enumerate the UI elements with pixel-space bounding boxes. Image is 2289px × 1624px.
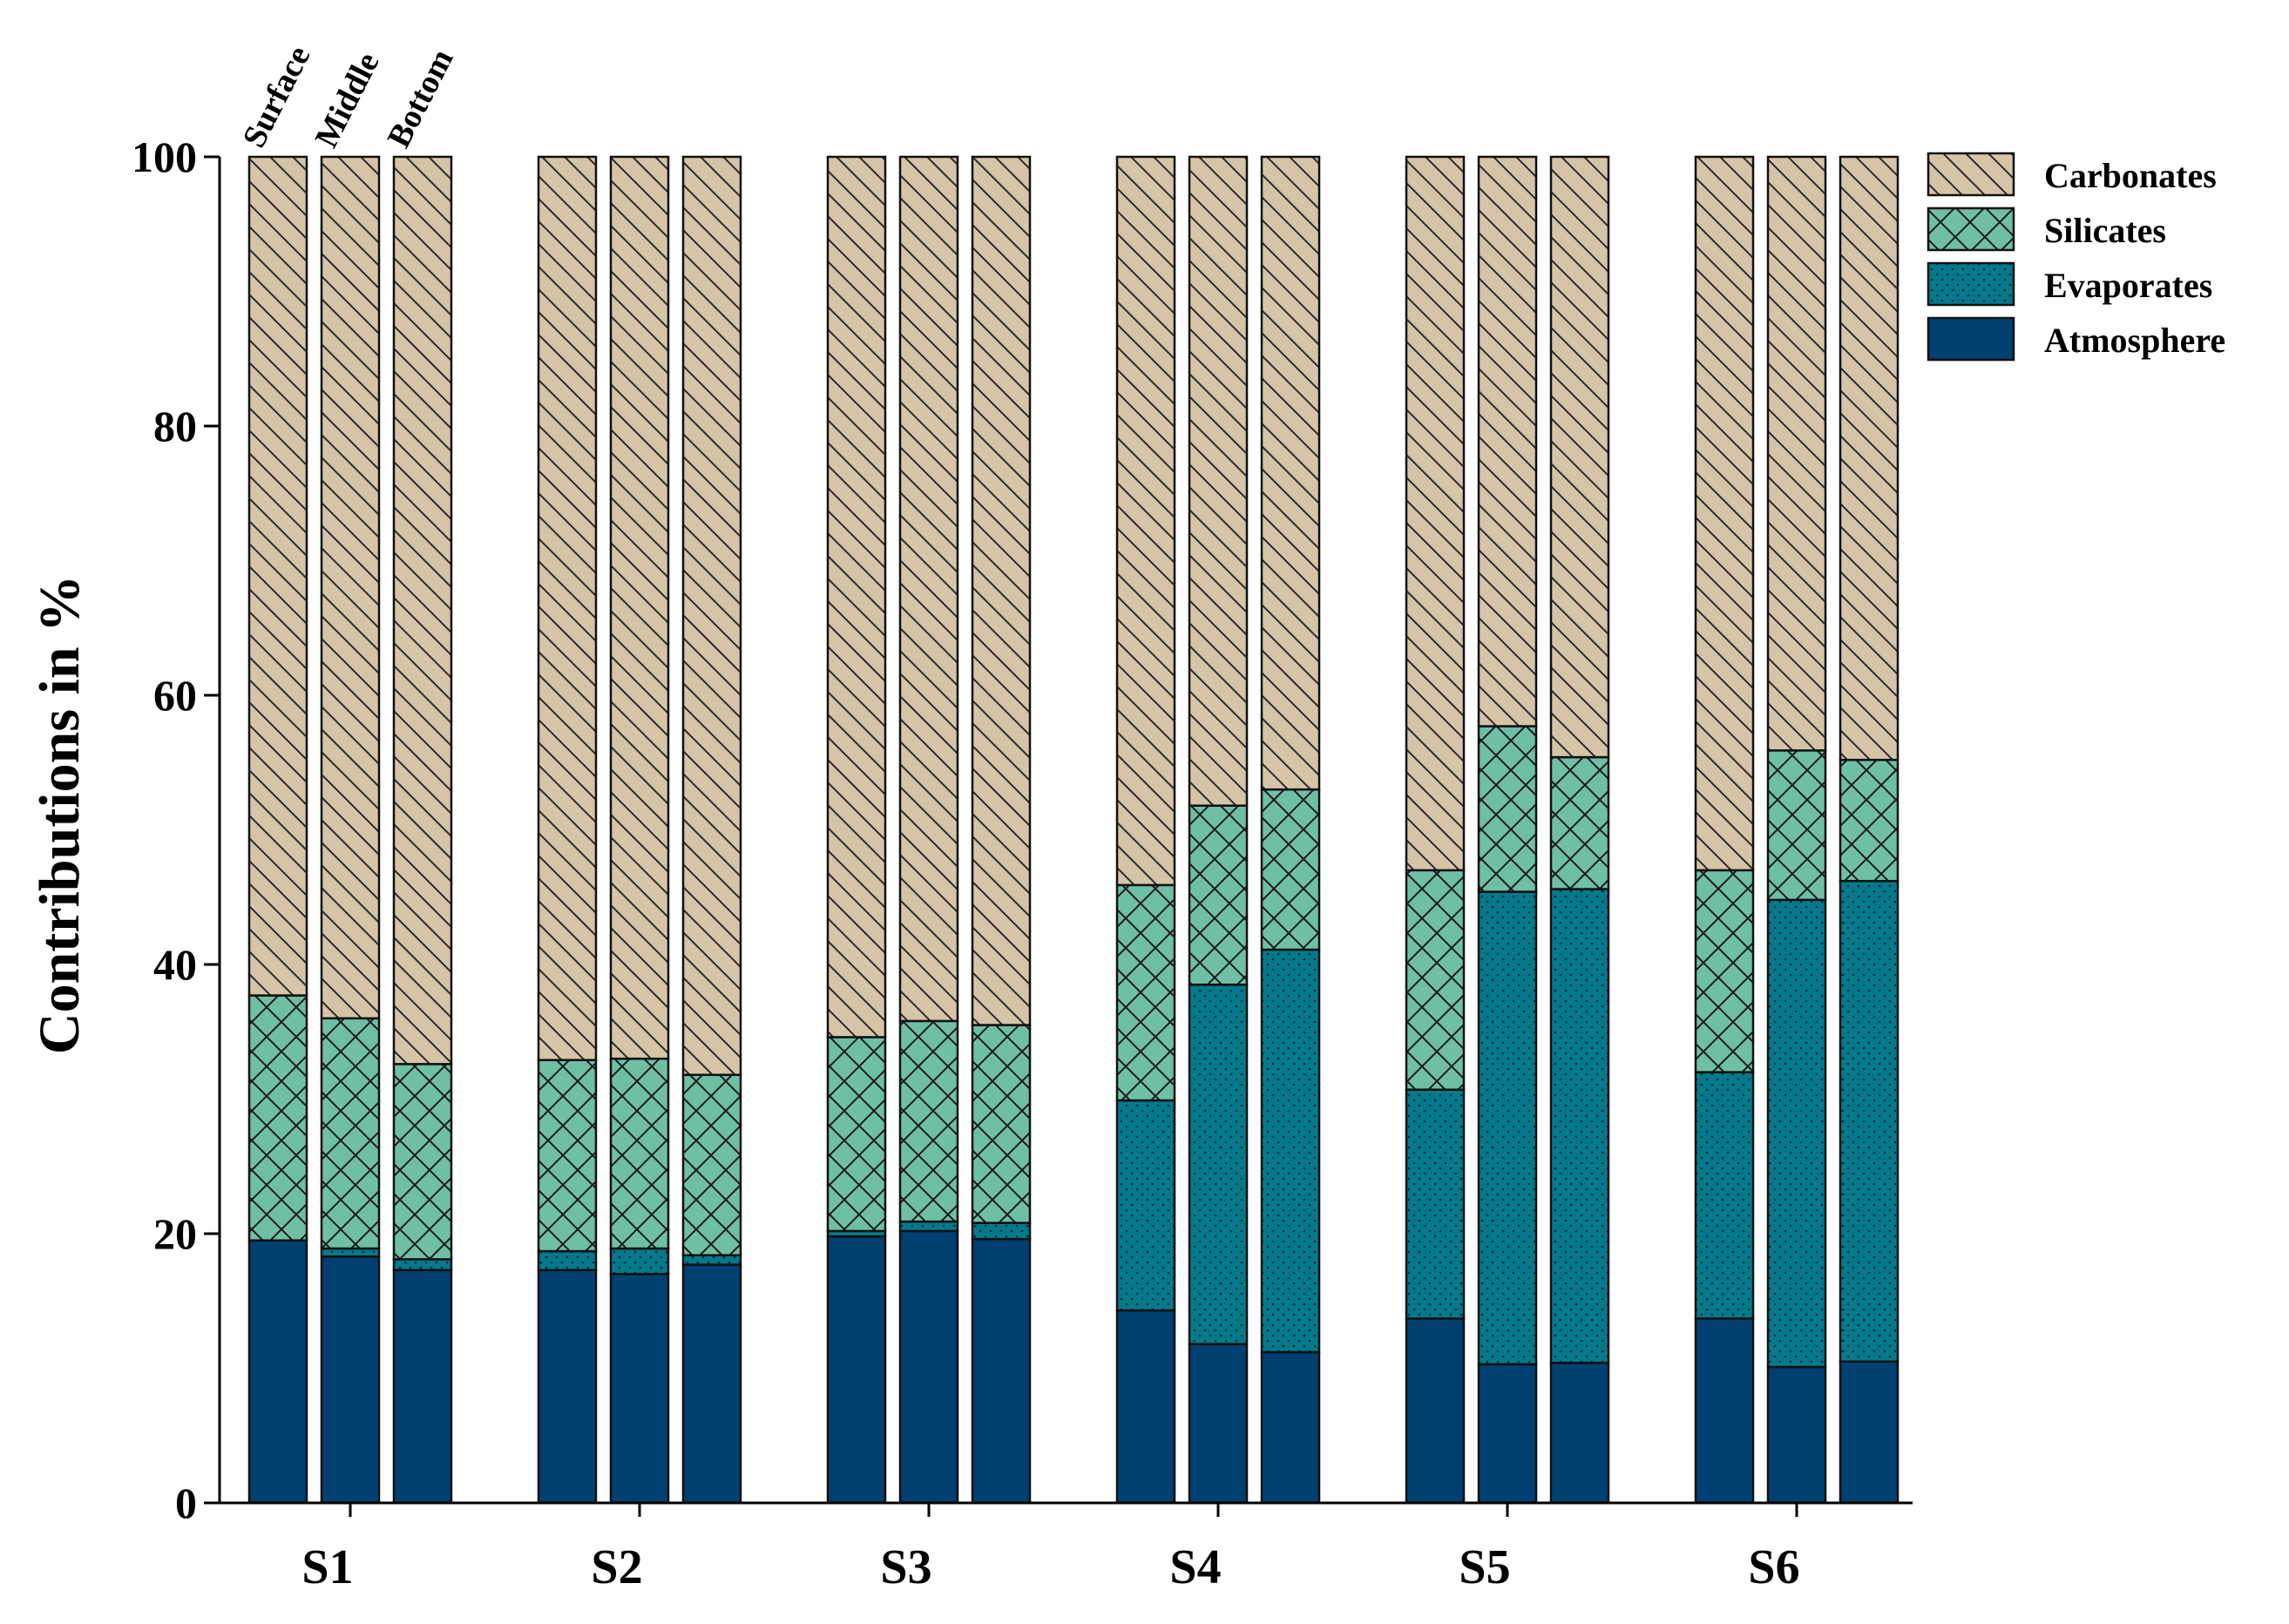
bar-s2-surface-carbonates <box>537 155 598 1061</box>
bar-s5-surface-evaporates <box>1405 1088 1466 1320</box>
bar-s2-surface-silicates <box>537 1059 598 1253</box>
bar-s4-surface-carbonates <box>1115 155 1176 887</box>
bar-s6-bottom-silicates <box>1839 758 1900 883</box>
bar-s4-bottom-silicates <box>1260 788 1321 951</box>
bar-s2-middle-carbonates <box>609 155 670 1060</box>
bar-s6-bottom-carbonates <box>1839 155 1900 761</box>
bar-s6-middle-silicates <box>1766 749 1827 902</box>
bar-s5-surface-atmosphere <box>1405 1317 1466 1505</box>
bar-s3-bottom-silicates <box>971 1024 1032 1224</box>
plot-area <box>247 155 1900 1505</box>
bar-s1-surface-carbonates <box>247 155 308 997</box>
bar-s5-bottom-silicates <box>1549 755 1610 890</box>
bar-s3-bottom-evaporates <box>971 1221 1032 1241</box>
legend-swatch-carbonates <box>1927 152 2015 197</box>
bar-s1-bottom-silicates <box>392 1063 453 1261</box>
bar-s5-middle-carbonates <box>1477 155 1538 727</box>
bar-s2-middle-evaporates <box>609 1247 670 1276</box>
bar-s4-middle-atmosphere <box>1188 1343 1249 1505</box>
bar-s2-middle-atmosphere <box>609 1273 670 1505</box>
bar-s1-bottom-carbonates <box>392 155 453 1066</box>
bar-s3-middle-evaporates <box>898 1220 959 1233</box>
legend-label-carbonates: Carbonates <box>2044 156 2217 195</box>
bar-s2-bottom-carbonates <box>681 155 742 1076</box>
bar-s6-middle-atmosphere <box>1766 1365 1827 1505</box>
bar-s1-middle-evaporates <box>320 1247 381 1258</box>
bar-s4-middle-evaporates <box>1188 983 1249 1345</box>
bar-s4-bottom-evaporates <box>1260 948 1321 1354</box>
bar-s4-bottom-carbonates <box>1260 155 1321 791</box>
position-label-middle: Middle <box>308 47 387 154</box>
bar-s3-bottom-atmosphere <box>971 1237 1032 1505</box>
bar-s6-bottom-atmosphere <box>1839 1360 1900 1505</box>
y-tick-label-40: 40 <box>153 940 197 989</box>
y-tick-label-100: 100 <box>132 132 197 181</box>
bar-s3-middle-carbonates <box>898 155 959 1023</box>
bar-s4-surface-silicates <box>1115 883 1176 1102</box>
y-axis-title: Contributions in % <box>28 575 91 1054</box>
bar-s1-bottom-evaporates <box>392 1258 453 1271</box>
bar-s4-middle-carbonates <box>1188 155 1249 807</box>
bar-s2-bottom-evaporates <box>681 1254 742 1266</box>
bar-s6-middle-carbonates <box>1766 155 1827 752</box>
legend-label-silicates: Silicates <box>2044 211 2166 250</box>
bar-s2-middle-silicates <box>609 1057 670 1250</box>
bar-s3-middle-silicates <box>898 1019 959 1223</box>
bar-s4-surface-evaporates <box>1115 1099 1176 1312</box>
bar-s2-surface-atmosphere <box>537 1269 598 1505</box>
bar-s3-surface-atmosphere <box>826 1235 887 1505</box>
bar-s5-bottom-atmosphere <box>1549 1362 1610 1505</box>
labels: Contributions in % <box>28 575 91 1054</box>
bar-s4-surface-atmosphere <box>1115 1309 1176 1505</box>
bar-s6-surface-silicates <box>1694 869 1755 1073</box>
bar-s1-middle-carbonates <box>320 155 381 1020</box>
bar-s2-surface-evaporates <box>537 1249 598 1271</box>
bar-s3-surface-carbonates <box>826 155 887 1039</box>
bar-s1-middle-atmosphere <box>320 1255 381 1505</box>
bar-s5-bottom-carbonates <box>1549 155 1610 759</box>
x-tick-label-s1: S1 <box>301 1540 353 1594</box>
bar-s5-bottom-evaporates <box>1549 888 1610 1364</box>
bar-s2-bottom-silicates <box>681 1073 742 1256</box>
bar-s3-surface-silicates <box>826 1036 887 1233</box>
bar-s6-middle-evaporates <box>1766 898 1827 1369</box>
y-tick-label-60: 60 <box>153 671 197 720</box>
y-tick-label-0: 0 <box>175 1479 197 1527</box>
bar-s5-middle-evaporates <box>1477 890 1538 1366</box>
legend-label-evaporates: Evaporates <box>2044 266 2212 305</box>
legend-swatch-silicates <box>1927 206 2015 252</box>
bar-s6-surface-atmosphere <box>1694 1317 1755 1505</box>
position-label-bottom: Bottom <box>381 44 461 153</box>
bar-s4-bottom-atmosphere <box>1260 1350 1321 1505</box>
bar-s6-bottom-evaporates <box>1839 879 1900 1363</box>
y-tick-label-20: 20 <box>153 1209 197 1258</box>
bar-s5-surface-silicates <box>1405 869 1466 1091</box>
bar-s1-middle-silicates <box>320 1017 381 1250</box>
x-tick-label-s4: S4 <box>1169 1540 1221 1594</box>
position-label-surface: Surface <box>236 40 318 153</box>
legend-label-atmosphere: Atmosphere <box>2044 321 2225 360</box>
bar-s4-middle-silicates <box>1188 804 1249 986</box>
x-tick-label-s3: S3 <box>880 1540 931 1594</box>
legend-swatch-atmosphere <box>1927 316 2015 362</box>
x-tick-label-s2: S2 <box>591 1540 642 1594</box>
bar-s3-middle-atmosphere <box>898 1229 959 1505</box>
bar-s3-bottom-carbonates <box>971 155 1032 1026</box>
bar-s2-bottom-atmosphere <box>681 1263 742 1505</box>
x-tick-label-s5: S5 <box>1459 1540 1510 1594</box>
bar-s6-surface-carbonates <box>1694 155 1755 872</box>
bar-s5-surface-carbonates <box>1405 155 1466 872</box>
legend: Carbonates Silicates Evaporates Atmosphere <box>1927 152 2225 362</box>
legend-swatch-evaporates <box>1927 261 2015 307</box>
bar-s1-bottom-atmosphere <box>392 1269 453 1505</box>
x-tick-label-s6: S6 <box>1748 1540 1799 1594</box>
bar-s1-surface-atmosphere <box>247 1239 308 1505</box>
bar-s5-middle-atmosphere <box>1477 1363 1538 1505</box>
y-tick-label-80: 80 <box>153 402 197 450</box>
bar-s1-surface-silicates <box>247 994 308 1242</box>
bar-s5-middle-silicates <box>1477 725 1538 893</box>
bar-s6-surface-evaporates <box>1694 1071 1755 1320</box>
